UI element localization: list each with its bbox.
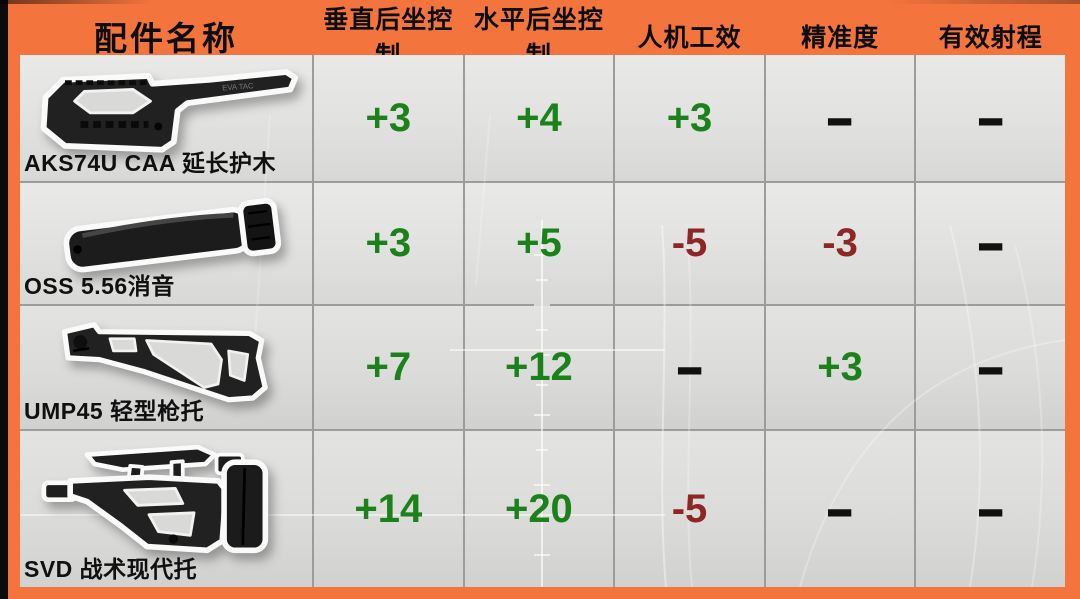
stat-cell: -	[916, 183, 1065, 304]
stat-value: +3	[666, 95, 713, 140]
light-stock-icon	[61, 322, 268, 403]
tactical-stock-icon	[41, 444, 269, 554]
stat-value: +4	[516, 95, 562, 140]
stat-value: -	[975, 475, 1007, 542]
attachment-name: UMP45 轻型枪托	[24, 398, 205, 424]
handguard-icon: EVA TAC	[40, 69, 299, 153]
stat-value: -	[824, 475, 856, 542]
stat-cell: +5	[464, 183, 614, 304]
stat-value: +3	[817, 345, 863, 389]
stat-cell: +12	[464, 306, 614, 429]
stat-value: -5	[671, 221, 708, 265]
stat-cell: -	[765, 55, 915, 181]
stat-cell: -3	[765, 183, 915, 304]
stat-cell: -	[916, 431, 1065, 587]
header-effective-range: 有效射程	[938, 24, 1043, 52]
stat-cell: -5	[615, 183, 764, 304]
header-attachment-name: 配件名称	[94, 20, 238, 57]
stat-cell: +14	[314, 431, 463, 587]
stat-value: -	[674, 333, 705, 400]
stat-value: +3	[365, 95, 412, 140]
header-ergonomics: 人机工效	[637, 24, 742, 52]
stat-value: -	[975, 333, 1007, 400]
stat-value: +5	[516, 221, 562, 265]
stat-cell: +3	[314, 183, 463, 304]
attachment-cell-tactical-stock: SVD 战术现代托	[20, 431, 312, 587]
stat-value: -	[975, 209, 1007, 276]
top-edge-shade	[0, 0, 1080, 4]
attachments-table: EVA TAC AKS74U CAA 延长护木 +3 +4 +3 - - OSS…	[20, 55, 1065, 587]
stat-cell: +3	[615, 55, 764, 181]
stat-cell: +7	[314, 306, 463, 429]
table-header: 配件名称 垂直后坐控制 水平后坐控制 人机工效 精准度 有效射程	[20, 0, 1065, 70]
attachment-name: AKS74U CAA 延长护木	[24, 150, 277, 176]
stat-cell: -	[916, 306, 1065, 429]
stat-value: -5	[671, 486, 708, 531]
stat-cell: +4	[464, 55, 614, 181]
stat-value: +14	[354, 486, 423, 531]
stat-value: -	[824, 84, 856, 151]
attachment-cell-light-stock: UMP45 轻型枪托	[20, 306, 312, 429]
header-accuracy: 精准度	[801, 24, 880, 52]
stat-cell: +3	[314, 55, 463, 181]
stat-value: +3	[365, 221, 412, 265]
attachment-name: SVD 战术现代托	[24, 556, 198, 582]
stat-cell: -	[765, 431, 915, 587]
stat-cell: +20	[464, 431, 614, 587]
stat-cell: -5	[615, 431, 764, 587]
attachment-cell-handguard: EVA TAC AKS74U CAA 延长护木	[20, 55, 312, 181]
suppressor-icon	[63, 198, 282, 273]
stat-value: +20	[504, 486, 573, 531]
left-edge-strip	[0, 0, 8, 599]
handguard-brand-text: EVA TAC	[222, 81, 254, 92]
stat-value: -	[975, 84, 1007, 151]
attachment-name: OSS 5.56消音	[24, 273, 175, 299]
stat-value: -3	[822, 221, 858, 265]
attachment-cell-suppressor: OSS 5.56消音	[20, 183, 312, 304]
stat-cell: +3	[765, 306, 915, 429]
stat-cell: -	[615, 306, 764, 429]
stat-value: +12	[504, 345, 573, 389]
stat-cell: -	[916, 55, 1065, 181]
stat-value: +7	[365, 345, 412, 389]
